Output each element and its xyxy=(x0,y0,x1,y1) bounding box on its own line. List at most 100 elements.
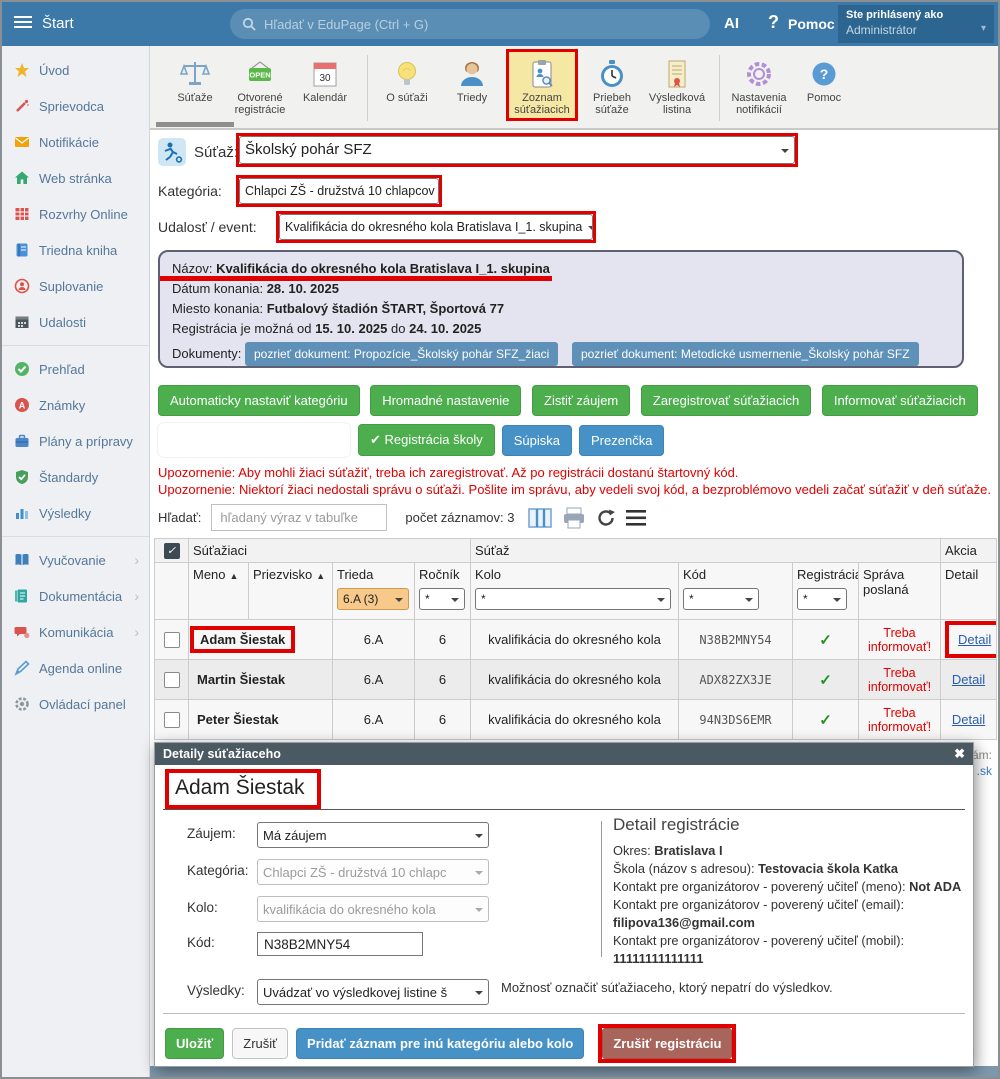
sidebar-item-uvod[interactable]: Úvod xyxy=(2,52,149,88)
col-header-kod[interactable]: Kód * xyxy=(678,562,794,620)
school-registration-button[interactable]: ✔ Registrácia školy xyxy=(358,424,495,456)
document-link-metodicke[interactable]: pozrieť dokument: Metodické usmernenie_Š… xyxy=(571,342,919,366)
sidebar-item-vyucovanie[interactable]: Vyučovanie › xyxy=(2,542,149,578)
kolo-filter-select[interactable]: * xyxy=(475,588,672,610)
global-search-input[interactable]: Hľadať v EduPage (Ctrl + G) xyxy=(230,9,710,39)
logged-in-user-menu[interactable]: Ste prihlásený ako Administrátor ▾ xyxy=(838,5,994,43)
start-menu-label[interactable]: Štart xyxy=(42,15,74,32)
toolbar-separator xyxy=(367,55,368,121)
sidebar-item-vysledky[interactable]: Výsledky xyxy=(2,495,149,531)
modal-kategoria-select: Chlapci ZŠ - družstvá 10 chlapc xyxy=(257,859,489,885)
auto-set-category-button[interactable]: Automaticky nastaviť kategóriu xyxy=(158,385,360,416)
toolbar-item-o-sutazi[interactable]: O súťaži xyxy=(376,53,438,104)
roster-button[interactable]: Súpiska xyxy=(501,424,573,456)
table-row[interactable]: Peter Šiestak 6.A 6 kvalifikácia do okre… xyxy=(154,699,998,740)
register-competitors-button[interactable]: Zaregistrovať súťažiacich xyxy=(640,385,812,416)
toolbar-item-zoznam-sutaziacich[interactable]: Zoznam súťažiacich xyxy=(506,49,578,121)
sidebar-item-suplovanie[interactable]: Suplovanie xyxy=(2,268,149,304)
col-header-registracia[interactable]: Registrácia * xyxy=(792,562,860,620)
table-controls-row: Hľadať: počet záznamov: 3 xyxy=(158,504,656,531)
vysledky-select[interactable]: Uvádzať vo výsledkovej listine š xyxy=(257,979,489,1005)
kontakt-email-line: Kontakt pre organizátorov - poverený uči… xyxy=(613,897,905,930)
toolbar-item-vysledkova-listina[interactable]: Výsledková listina xyxy=(646,53,708,116)
modal-kod-input[interactable] xyxy=(257,932,423,956)
left-sidebar: Úvod Sprievodca Notifikácie Web stránka … xyxy=(2,46,150,1077)
sidebar-item-sprievodca[interactable]: Sprievodca xyxy=(2,88,149,124)
detail-link[interactable]: Detail xyxy=(958,632,992,647)
background-link-fragment: .sk xyxy=(976,764,992,778)
detail-link[interactable]: Detail xyxy=(951,712,986,727)
toolbar-item-sutaze[interactable]: Súťaže xyxy=(164,53,226,104)
table-row[interactable]: Adam Šiestak 6.A 6 kvalifikácia do okres… xyxy=(154,619,998,660)
document-link-propozicie[interactable]: pozrieť dokument: Propozície_Školský poh… xyxy=(245,342,559,366)
sidebar-item-standardy[interactable]: Štandardy xyxy=(2,459,149,495)
col-header-trieda[interactable]: Trieda 6.A (3) xyxy=(332,562,415,620)
sutaz-select[interactable]: Školský pohár SFZ xyxy=(239,136,795,164)
annotation-detail-adam: Detail xyxy=(945,621,996,658)
zaujem-select[interactable]: Má záujem xyxy=(257,822,489,848)
udalost-select[interactable]: Kvalifikácia do okresného kola Bratislav… xyxy=(279,214,593,240)
sidebar-item-notifikacie[interactable]: Notifikácie xyxy=(2,124,149,160)
add-record-button[interactable]: Pridať záznam pre inú kategóriu alebo ko… xyxy=(296,1028,585,1059)
row-checkbox[interactable] xyxy=(163,711,180,728)
svg-text:OPEN: OPEN xyxy=(249,71,270,80)
table-row[interactable]: Martin Šiestak 6.A 6 kvalifikácia do okr… xyxy=(154,659,998,700)
toolbar-item-otvorene-registracie[interactable]: OPEN Otvorené registrácie xyxy=(229,53,291,116)
okres-line: Okres: Bratislava I xyxy=(613,843,723,858)
sidebar-item-dokumentacia[interactable]: Dokumentácia › xyxy=(2,578,149,614)
inform-competitors-button[interactable]: Informovať súťažiacich xyxy=(821,385,978,416)
check-interest-button[interactable]: Zistiť záujem xyxy=(532,385,631,416)
col-header-priezvisko[interactable]: Priezvisko ▲ xyxy=(248,562,333,620)
help-button[interactable]: Pomoc xyxy=(788,16,835,32)
bulk-settings-button[interactable]: Hromadné nastavenie xyxy=(370,385,522,416)
sidebar-item-triedna-kniha[interactable]: Triedna kniha xyxy=(2,232,149,268)
list-view-icon[interactable] xyxy=(626,509,647,526)
col-header-rocnik[interactable]: Ročník * xyxy=(413,562,472,620)
sidebar-item-web-stranka[interactable]: Web stránka xyxy=(2,160,149,196)
trieda-filter-select[interactable]: 6.A (3) xyxy=(337,588,409,610)
sort-asc-icon: ▲ xyxy=(229,571,239,581)
sidebar-item-udalosti[interactable]: Udalosti xyxy=(2,304,149,340)
help-question-icon[interactable]: ? xyxy=(768,12,779,32)
sidebar-item-prehlad[interactable]: Prehľad xyxy=(2,351,149,387)
table-search-input[interactable] xyxy=(211,504,388,531)
hamburger-menu-icon[interactable] xyxy=(14,16,32,30)
row-checkbox[interactable] xyxy=(163,671,180,688)
refresh-icon[interactable] xyxy=(596,508,616,528)
sidebar-item-plany-a-pripravy[interactable]: Plány a prípravy xyxy=(2,423,149,459)
sidebar-item-komunikacia[interactable]: Komunikácia › xyxy=(2,614,149,650)
sidebar-item-ovladaci-panel[interactable]: Ovládací panel xyxy=(2,686,149,722)
close-icon[interactable]: ✖ xyxy=(954,746,965,761)
sidebar-item-agenda-online[interactable]: Agenda online xyxy=(2,650,149,686)
rocnik-filter-select[interactable]: * xyxy=(419,588,465,610)
print-icon[interactable] xyxy=(562,507,586,529)
sidebar-item-rozvrhy-online[interactable]: Rozvrhy Online xyxy=(2,196,149,232)
save-button[interactable]: Uložiť xyxy=(165,1028,225,1059)
background-text-fragment: ám: xyxy=(971,748,992,762)
select-all-checkbox[interactable]: ✓ xyxy=(163,542,180,559)
toolbar-item-nastavenia-notifikacii[interactable]: Nastavenia notifikácií xyxy=(728,53,790,116)
column-settings-icon[interactable] xyxy=(528,507,553,528)
registracia-filter-select[interactable]: * xyxy=(797,588,848,610)
cancel-registration-button[interactable]: Zrušiť registráciu xyxy=(602,1028,733,1059)
modal-title-bar[interactable]: Detaily súťažiaceho ✖ xyxy=(155,743,973,765)
col-header-kolo[interactable]: Kolo * xyxy=(470,562,680,620)
kategoria-select[interactable]: Chlapci ZŠ - družstvá 10 chlapcov xyxy=(239,178,439,204)
detail-link[interactable]: Detail xyxy=(951,672,986,687)
table-group-header-row: ✓ Súťažiaci Súťaž Akcia xyxy=(154,538,998,563)
registered-check-icon: ✓ xyxy=(819,631,832,649)
ai-button[interactable]: AI xyxy=(724,15,739,32)
attendance-button[interactable]: Prezenčka xyxy=(579,424,665,456)
col-header-meno[interactable]: Meno ▲ xyxy=(188,562,249,620)
toolbar-item-pomoc[interactable]: ? Pomoc xyxy=(793,53,855,104)
kod-filter-select[interactable]: * xyxy=(683,588,760,610)
toolbar-item-kalendar[interactable]: 30 Kalendár xyxy=(294,53,356,104)
scrollbar-thumb[interactable] xyxy=(156,122,234,127)
toolbar-item-triedy[interactable]: Triedy xyxy=(441,53,503,104)
sidebar-item-znamky[interactable]: A Známky xyxy=(2,387,149,423)
toolbar-item-priebeh-sutaze[interactable]: Priebeh súťaže xyxy=(581,53,643,116)
classes-person-icon xyxy=(461,62,483,86)
row-checkbox[interactable] xyxy=(163,631,180,648)
cancel-button[interactable]: Zrušiť xyxy=(232,1028,289,1059)
